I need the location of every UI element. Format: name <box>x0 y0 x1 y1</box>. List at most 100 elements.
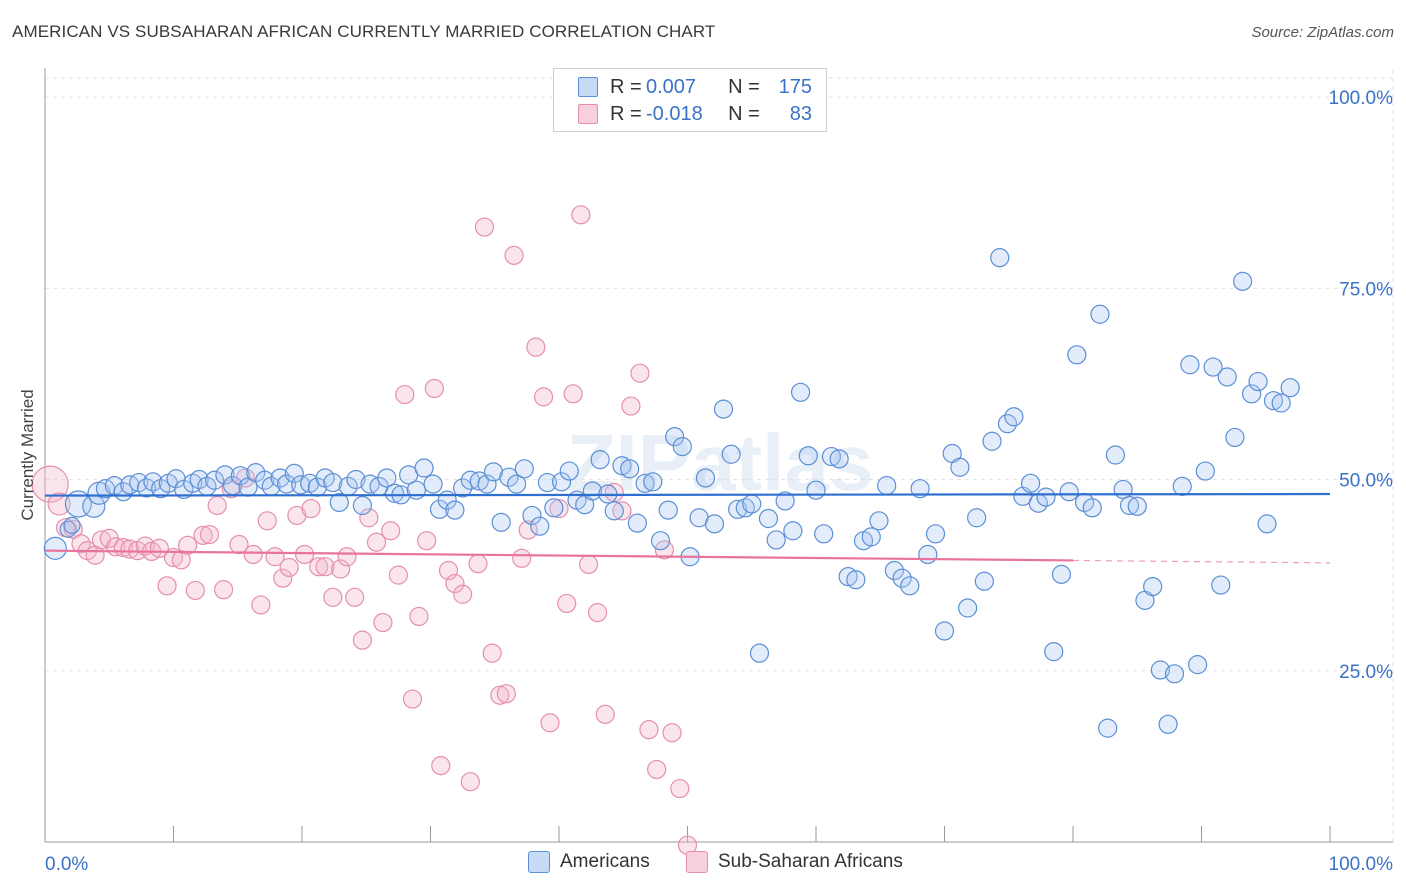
y-tick-labels: 100.0% 75.0% 50.0% 25.0% <box>1329 88 1394 683</box>
legend-row-subsaharan: R = -0.018 N = 83 <box>578 102 812 126</box>
american-point <box>798 446 818 466</box>
american-point <box>1195 461 1215 481</box>
american-point <box>559 461 579 481</box>
sub-saharan-point <box>518 520 538 540</box>
american-point <box>806 480 826 500</box>
american-point <box>499 467 519 487</box>
american-point <box>877 476 897 496</box>
american-point <box>1036 487 1056 507</box>
american-point <box>377 468 397 488</box>
sub-saharan-point <box>595 704 615 724</box>
sub-saharan-point <box>251 595 271 615</box>
watermark: ZIPatlas <box>567 418 874 507</box>
sub-saharan-point <box>496 684 516 704</box>
american-point <box>918 544 938 565</box>
american-point <box>1051 564 1072 584</box>
legend-item-subsaharan[interactable]: Sub-Saharan Africans <box>686 851 903 873</box>
american-point <box>1020 473 1041 493</box>
sub-saharan-point <box>445 573 465 594</box>
sub-saharan-point <box>578 554 599 575</box>
american-point <box>582 481 603 501</box>
american-point <box>1082 498 1102 518</box>
legend-item-americans[interactable]: Americans <box>528 851 650 873</box>
sub-saharan-point <box>199 524 220 545</box>
y-tick-label: 100.0% <box>1329 88 1394 109</box>
american-point <box>1211 575 1231 595</box>
american-point <box>1164 664 1185 684</box>
y-tick-label: 25.0% <box>1339 662 1393 683</box>
sub-saharan-point <box>630 363 650 383</box>
sub-saharan-point <box>474 217 495 237</box>
american-point <box>63 516 81 535</box>
american-point <box>469 471 489 491</box>
american-point <box>1158 714 1178 734</box>
american-point <box>790 382 811 402</box>
american-trend-line <box>44 492 1331 497</box>
american-point <box>695 468 716 488</box>
american-point <box>43 536 67 560</box>
sub-saharan-point <box>563 384 583 404</box>
american-point <box>704 514 725 534</box>
american-point <box>1004 407 1024 427</box>
american-point <box>766 530 786 550</box>
american-point <box>974 571 994 591</box>
american-point <box>514 459 534 479</box>
american-point <box>783 521 803 541</box>
sub-saharan-point <box>468 554 488 574</box>
american-point <box>713 399 734 419</box>
sub-saharan-point <box>431 756 451 776</box>
legend-swatch-pink <box>686 851 708 873</box>
sub-saharan-point <box>549 498 569 519</box>
legend-label-subsaharan: Sub-Saharan Africans <box>718 851 903 872</box>
american-point <box>1280 378 1300 398</box>
american-point <box>861 527 881 547</box>
sub-saharan-point <box>388 565 408 585</box>
x-tick-labels: 0.0% 100.0% <box>45 854 1393 875</box>
sub-saharan-point <box>301 498 321 519</box>
legend-r-label: R = <box>610 102 642 125</box>
american-point <box>672 437 692 457</box>
legend-row-americans: R = 0.007 N = 175 <box>578 75 812 99</box>
sub-saharan-point <box>612 501 632 521</box>
legend-n-value: 175 <box>778 75 812 98</box>
american-point <box>758 508 779 529</box>
american-point <box>491 512 511 532</box>
american-point <box>721 444 741 464</box>
american-point <box>1067 345 1087 365</box>
american-point <box>612 456 632 476</box>
sub-saharan-point <box>315 557 335 577</box>
sub-saharan-point <box>243 544 263 565</box>
sub-saharan-point <box>323 587 343 607</box>
sub-saharan-point <box>460 772 480 792</box>
sub-saharan-point <box>526 337 546 357</box>
legend-swatch-pink <box>578 104 598 124</box>
american-point <box>900 576 920 596</box>
american-point <box>620 459 640 479</box>
american-point <box>838 567 858 587</box>
american-point <box>346 469 366 490</box>
american-point <box>910 479 930 499</box>
sub-saharan-point <box>402 689 423 709</box>
sub-saharan-point <box>120 539 140 559</box>
american-point <box>1105 445 1126 465</box>
sub-saharan-point <box>490 685 510 705</box>
american-point <box>925 524 946 544</box>
american-point <box>604 501 624 521</box>
sub-saharan-point <box>279 557 299 578</box>
american-point <box>650 531 671 551</box>
american-point <box>990 248 1010 268</box>
american-point <box>627 513 647 533</box>
american-point <box>846 570 866 590</box>
legend-n-label: N = <box>728 75 760 98</box>
american-point <box>1059 482 1079 502</box>
y-tick-label: 50.0% <box>1339 471 1393 492</box>
sub-saharan-point <box>512 548 532 568</box>
american-point <box>352 495 372 516</box>
sub-saharan-point <box>417 531 437 551</box>
american-point <box>445 500 465 520</box>
sub-saharan-point <box>557 593 577 614</box>
sub-saharan-point <box>309 557 329 577</box>
american-point <box>384 483 405 503</box>
american-point <box>1098 718 1118 738</box>
